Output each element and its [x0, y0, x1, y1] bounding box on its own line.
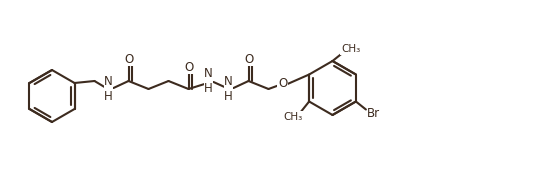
Text: O: O — [184, 61, 193, 74]
Text: O: O — [124, 53, 133, 65]
Text: O: O — [278, 76, 287, 90]
Text: O: O — [244, 53, 253, 65]
Text: CH₃: CH₃ — [341, 44, 360, 54]
Text: N
H: N H — [224, 75, 233, 103]
Text: CH₃: CH₃ — [284, 112, 303, 122]
Text: Br: Br — [368, 107, 380, 120]
Text: N
H: N H — [104, 75, 113, 103]
Text: N
H: N H — [204, 67, 213, 95]
